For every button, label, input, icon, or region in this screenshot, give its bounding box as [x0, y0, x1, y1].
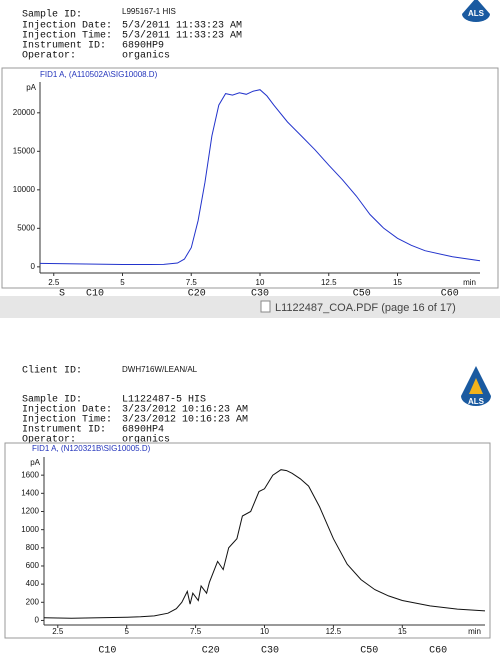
x-axis-label: min	[463, 278, 476, 287]
y-tick-label: 200	[26, 597, 40, 606]
carbon-marker: C10	[86, 289, 104, 300]
y-axis-label: pA	[26, 83, 36, 92]
y-axis-label: pA	[30, 458, 40, 467]
x-tick-label: 15	[398, 627, 407, 636]
field-value: L995167-1 HIS	[122, 7, 176, 16]
field-value: 5/3/2011 11:33:23 AM	[122, 30, 242, 42]
x-tick-label: 15	[393, 278, 402, 287]
x-axis-label: min	[468, 627, 481, 636]
carbon-marker: S	[59, 289, 65, 300]
x-tick-label: 7.5	[190, 627, 202, 636]
field-value: organics	[122, 50, 170, 62]
x-tick-label: 12.5	[321, 278, 337, 287]
field-label: Operator:	[22, 51, 76, 62]
field-label: Operator:	[22, 435, 76, 446]
y-tick-label: 5000	[17, 223, 35, 232]
y-tick-label: 20000	[13, 108, 36, 117]
carbon-marker: C60	[429, 646, 447, 657]
title-bar	[0, 296, 500, 318]
x-tick-label: 7.5	[186, 278, 198, 287]
logo	[462, 0, 490, 22]
pdf-icon	[260, 300, 271, 313]
y-tick-label: 10000	[13, 185, 36, 194]
carbon-marker: C20	[188, 289, 206, 300]
carbon-marker: C60	[441, 289, 459, 300]
y-tick-label: 1400	[21, 488, 39, 497]
chart-title: FID1 A, (N120321B\SIG10005.D)	[32, 444, 151, 453]
signal-line	[39, 89, 481, 265]
field-label: Injection Date:	[22, 404, 112, 416]
carbon-marker: C20	[202, 646, 220, 657]
y-tick-label: 0	[35, 616, 40, 625]
field-label: Injection Date:	[22, 20, 112, 32]
field-value: 3/23/2012 10:16:23 AM	[122, 414, 248, 426]
carbon-marker: C50	[353, 289, 371, 300]
chart-title: FID1 A, (A110502A\SIG10008.D)	[40, 70, 158, 79]
field-label: Instrument ID:	[22, 425, 106, 436]
x-tick-label: 10	[256, 278, 265, 287]
header-2: Client ID: DWH716W/LEAN/AL Sample ID: L1…	[22, 365, 491, 446]
field-label: Injection Time:	[22, 30, 112, 42]
y-tick-label: 1000	[21, 525, 39, 534]
field-value: 3/23/2012 10:16:23 AM	[122, 404, 248, 416]
x-tick-label: 5	[124, 627, 129, 636]
field-label: Client ID:	[22, 365, 82, 377]
carbon-marker: C30	[251, 289, 269, 300]
y-tick-label: 1200	[21, 507, 39, 516]
y-tick-label: 1600	[21, 470, 39, 479]
y-tick-label: 15000	[13, 146, 36, 155]
x-tick-label: 2.5	[48, 278, 60, 287]
x-tick-label: 12.5	[326, 627, 342, 636]
y-tick-label: 0	[31, 262, 36, 271]
chart-frame	[4, 442, 491, 639]
logo-flame	[469, 378, 483, 394]
carbon-marker: C30	[261, 646, 279, 657]
logo-text: ALS	[468, 397, 485, 406]
field-label: Sample ID:	[22, 9, 82, 21]
y-tick-label: 600	[26, 561, 40, 570]
field-value: 6890HP4	[122, 425, 164, 436]
field-value: 5/3/2011 11:33:23 AM	[122, 20, 242, 32]
logo-text: ALS	[468, 9, 485, 18]
field-label: Instrument ID:	[22, 41, 106, 52]
y-tick-label: 400	[26, 579, 40, 588]
y-tick-label: 800	[26, 543, 40, 552]
field-label: Sample ID:	[22, 394, 82, 406]
field-value: L1122487-5 HIS	[122, 395, 206, 406]
header-1: Sample ID: L995167-1 HIS Injection Date:…	[22, 0, 490, 62]
field-value: DWH716W/LEAN/AL	[122, 365, 198, 374]
x-tick-label: 10	[260, 627, 269, 636]
carbon-marker: C10	[98, 646, 116, 657]
field-value: 6890HP9	[122, 41, 164, 52]
window-bar: L1122487_COA.PDF (page 16 of 17)	[0, 296, 500, 318]
window-title: L1122487_COA.PDF (page 16 of 17)	[275, 302, 456, 314]
x-tick-label: 2.5	[52, 627, 64, 636]
carbon-marker: C50	[360, 646, 378, 657]
field-label: Injection Time:	[22, 414, 112, 426]
x-tick-label: 5	[120, 278, 125, 287]
signal-line	[43, 469, 486, 619]
chart-frame	[1, 67, 499, 289]
